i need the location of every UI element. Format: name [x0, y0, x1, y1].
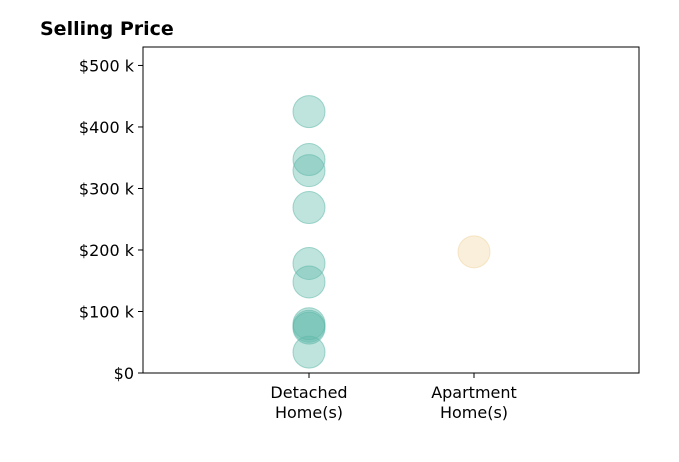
data-point: [292, 265, 326, 299]
x-axis: Detached Home(s) Apartment Home(s): [270, 373, 517, 422]
scatter-points: [292, 95, 491, 369]
data-point: [292, 154, 326, 188]
data-point: [292, 335, 326, 369]
plot-area-frame: [142, 46, 640, 374]
x-tick-label: Apartment Home(s): [431, 383, 517, 422]
y-tick-label: $400 k: [79, 118, 135, 137]
data-point: [292, 311, 326, 345]
y-tick-label: $100 k: [79, 302, 135, 321]
y-tick-label: $0: [114, 364, 134, 383]
y-axis: $0 $100 k $200 k $300 k $400 k $500 k: [79, 56, 143, 383]
y-tick-label: $500 k: [79, 56, 135, 75]
x-tick-label: Detached Home(s): [270, 383, 347, 422]
data-point: [457, 235, 491, 269]
y-tick-label: $300 k: [79, 179, 135, 198]
y-tick-label: $200 k: [79, 241, 135, 260]
data-point: [292, 143, 326, 177]
data-point: [292, 247, 326, 281]
data-point: [292, 191, 326, 225]
data-point: [292, 95, 326, 129]
chart-title: Selling Price: [40, 18, 174, 40]
